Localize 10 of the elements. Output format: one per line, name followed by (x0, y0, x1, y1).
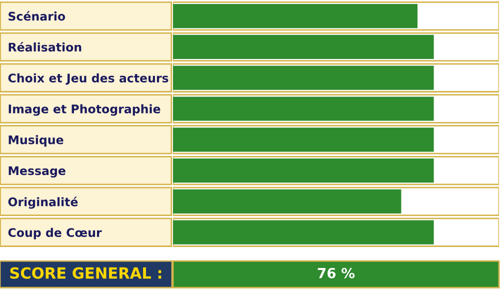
text: SCORE GENERAL : (10, 267, 162, 279)
y-tick-label: Coup de Cœur (8, 228, 102, 240)
y-tick-label: Message (8, 166, 66, 178)
y-tick-label: Image et Photographie (8, 104, 160, 116)
y-tick-label: Réalisation (8, 42, 82, 52)
y-tick-label: Originalité (8, 196, 78, 209)
y-tick-label: Scénario (8, 11, 66, 21)
text: 76 % (318, 268, 355, 278)
y-tick-label: Choix et Jeu des acteurs (8, 73, 168, 85)
y-tick-label: Musique (8, 135, 64, 147)
